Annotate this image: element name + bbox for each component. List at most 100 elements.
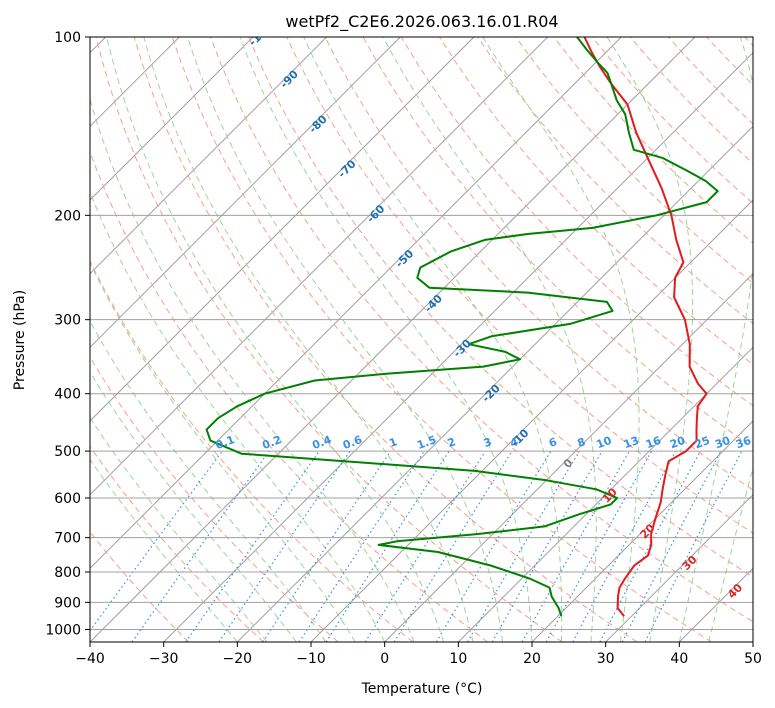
mixing-ratio-line (393, 450, 513, 642)
mixing-ratio-label: 0.4 (310, 433, 333, 452)
y-tick-label: 900 (54, 595, 81, 611)
isotherm-line (678, 567, 753, 642)
mixing-ratio-line (466, 450, 580, 642)
mixing-ratio-line (545, 450, 653, 642)
moist-adiabat-line (187, 37, 503, 642)
mixing-ratio-label: 13 (622, 434, 641, 451)
dry-adiabat-line (90, 531, 190, 642)
dry-adiabat-line (744, 37, 753, 47)
isotherm-label: -40 (422, 292, 445, 315)
y-tick-label: 700 (54, 531, 81, 547)
moist-adiabat-line (606, 37, 694, 642)
isotherm-label: -100 (246, 20, 275, 49)
x-tick-label: −10 (296, 651, 326, 667)
dry-adiabat-line (438, 37, 753, 366)
isotherm-label: 10 (600, 485, 620, 505)
x-tick-label: 10 (449, 651, 467, 667)
moist-adiabat-line (239, 37, 533, 642)
isobar-grid (90, 37, 753, 630)
y-tick-label: 400 (54, 387, 81, 403)
reference-line-labels: 0.1 0.2 0.4 0.6 1 1.5 2 3 4 6 8 10 13 16 20 25 30 36-100-… (214, 20, 753, 601)
isotherm-line (90, 37, 475, 422)
mixing-ratio-label: 20 (668, 434, 687, 452)
dry-adiabat-line (668, 37, 753, 125)
x-tick-label: −20 (223, 651, 253, 667)
mixing-ratio-label: 6 (547, 435, 559, 450)
x-tick-label: 0 (380, 651, 389, 667)
plot-frame (89, 36, 754, 643)
mixing-ratio-line (131, 450, 270, 642)
isotherm-line (90, 37, 549, 496)
isotherm-line (457, 346, 753, 642)
mixing-ratio-line (325, 450, 450, 642)
mixing-ratio-label: 36 (734, 434, 753, 452)
moist-adiabat-line (90, 190, 386, 642)
y-tick-label: 500 (54, 444, 81, 460)
dry-adiabat-line (286, 37, 753, 534)
mixing-ratio-line (364, 450, 486, 642)
moist-adiabat-line (90, 370, 297, 642)
mixing-ratio-label: 0.2 (261, 433, 284, 452)
isotherm-label: -80 (307, 112, 330, 135)
y-axis-label: Pressure (hPa) (12, 290, 28, 390)
x-axis: −40 −30 −20 −10 0 10 20 30 40 50 (75, 642, 762, 667)
x-tick-label: −40 (75, 651, 105, 667)
isotherm-line (384, 272, 753, 642)
moist-adiabat-line (106, 37, 445, 642)
dry-adiabat-line (90, 445, 264, 642)
dry-adiabat-line (90, 356, 339, 642)
dry-adiabat-line (248, 37, 753, 578)
isotherm-line (531, 420, 753, 642)
moist-adiabat-line (90, 97, 415, 642)
reference-lines (90, 37, 753, 642)
moist-adiabat-line (90, 416, 268, 642)
mixing-ratio-label: 3 (482, 435, 494, 450)
mixing-ratio-label: 25 (693, 434, 712, 451)
x-tick-label: 20 (523, 651, 541, 667)
dry-adiabat-line (324, 37, 753, 491)
mixing-ratio-label: 30 (713, 434, 732, 452)
x-axis-label: Temperature (°C) (361, 681, 483, 697)
dry-adiabat-line (95, 37, 563, 642)
moist-adiabat-line (678, 37, 753, 642)
moist-adiabat-line (90, 458, 238, 642)
mixing-ratio-label: 8 (576, 435, 588, 450)
isotherm-line (605, 493, 753, 642)
dewpoint-profile-line (205, 37, 719, 617)
y-axis: 100 200 300 400 500 600 700 800 900 1000 (45, 30, 90, 638)
chart-title: wetPf2_C2E6.2026.063.16.01.R04 (285, 12, 558, 32)
isotherm-label: 40 (725, 581, 745, 601)
dry-adiabat-line (706, 37, 753, 86)
isotherm-line (752, 641, 753, 642)
x-tick-label: −30 (149, 651, 179, 667)
y-tick-label: 200 (54, 208, 81, 224)
dry-adiabat-line (210, 37, 753, 623)
x-tick-label: 30 (597, 651, 615, 667)
mixing-ratio-label: 0.1 (214, 433, 237, 452)
mixing-ratio-line (599, 450, 702, 642)
isotherm-line (236, 125, 753, 642)
dry-adiabat-line (591, 37, 753, 204)
x-tick-label: 50 (744, 651, 762, 667)
isotherm-label: 30 (680, 553, 700, 573)
mixing-ratio-line (644, 450, 743, 642)
dry-adiabat-line (133, 37, 638, 642)
mixing-ratio-line (185, 450, 320, 642)
y-tick-label: 600 (54, 491, 81, 507)
dry-adiabat-line (90, 150, 488, 642)
moist-adiabat-line (143, 37, 474, 642)
isotherm-line (90, 37, 696, 642)
isotherm-label: -90 (278, 67, 301, 90)
isotherm-label: -60 (364, 202, 387, 225)
mixing-ratio-line (90, 450, 223, 632)
isotherm-line (90, 37, 401, 349)
mixing-ratio-line (572, 450, 677, 642)
moist-adiabat-line (303, 37, 563, 642)
mixing-ratio-line (218, 450, 351, 642)
mixing-ratio-label: 4 (508, 435, 520, 450)
isotherm-line (90, 37, 254, 201)
moist-adiabat-line (708, 465, 753, 642)
dry-adiabat-line (90, 259, 414, 642)
mixing-ratio-line (298, 450, 425, 642)
